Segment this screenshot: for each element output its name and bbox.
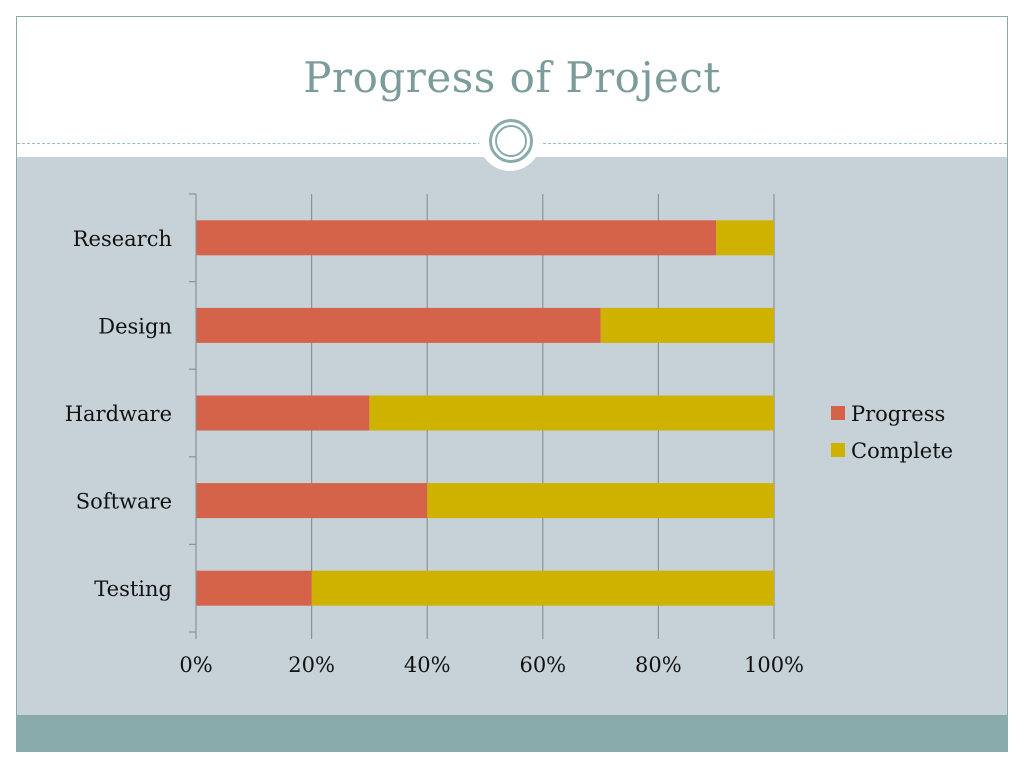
category-label: Hardware [65,402,172,426]
bar-progress-hardware [196,395,370,431]
x-tick-label: 60% [519,653,566,677]
x-tick-label: 40% [404,653,451,677]
bar-complete-design [600,307,774,343]
chart-bars [196,220,774,606]
legend-swatch-progress [831,406,845,420]
category-label: Research [73,227,172,251]
legend-swatch-complete [831,443,845,457]
x-tick-label: 80% [635,653,682,677]
x-tick-label: 100% [744,653,804,677]
chart-labels: 0% 20% 40% 60% 80% 100% Research Design Hardware… [65,227,804,677]
category-label: Testing [94,577,172,601]
legend-label-complete: Complete [851,439,953,463]
bar-complete-software [427,483,774,519]
bar-progress-research [196,220,717,256]
bar-complete-research [716,220,774,256]
bar-complete-hardware [369,395,774,431]
ornament-inner-ring [495,125,527,157]
slide-title: Progress of Project [303,53,721,102]
bar-progress-software [196,483,428,519]
bar-complete-testing [311,570,774,606]
category-label: Software [76,490,172,514]
bar-progress-testing [196,570,312,606]
chart-legend: Progress Complete [831,402,953,463]
legend-label-progress: Progress [851,402,945,426]
chart-axes [189,193,775,639]
footer-bar [17,715,1007,751]
slide: Progress of Project [16,16,1008,752]
bar-progress-design [196,307,601,343]
x-tick-label: 0% [179,653,212,677]
category-label: Design [98,314,172,338]
x-tick-label: 20% [288,653,335,677]
